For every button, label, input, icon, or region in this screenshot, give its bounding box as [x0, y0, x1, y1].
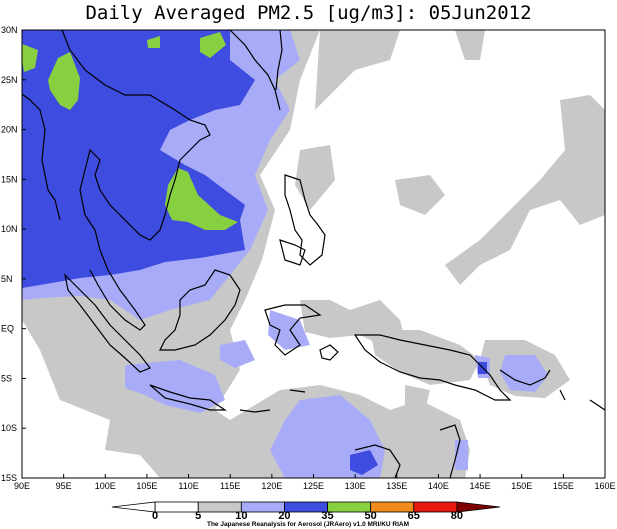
lon-tick-label: 90E: [14, 481, 30, 491]
colorbar-level-label: 50: [365, 510, 377, 522]
lat-tick-label: 25N: [1, 75, 18, 85]
colorbar-level-label: 0: [152, 510, 158, 522]
lon-tick-label: 120E: [261, 481, 282, 491]
lon-tick-label: 160E: [594, 481, 615, 491]
colorbar-level-label: 20: [278, 510, 290, 522]
lon-tick-label: 95E: [56, 481, 72, 491]
lat-tick-label: 10N: [1, 224, 18, 234]
lat-tick-label: 15N: [1, 174, 18, 184]
colorbar-level-label: 10: [235, 510, 247, 522]
pm25-field: [22, 30, 605, 478]
lon-tick-label: 100E: [95, 481, 116, 491]
lat-tick-label: 30N: [1, 25, 18, 35]
credit-text: The Japanese Reanalysis for Aerosol (JRA…: [207, 521, 409, 528]
lon-tick-label: 140E: [428, 481, 449, 491]
lat-tick-label: 20N: [1, 125, 18, 135]
latitude-axis: 30N 25N 20N 15N 10N 5N EQ 5S 10S 15S: [1, 25, 26, 483]
lat-tick-label: 15S: [1, 473, 17, 483]
pm25-green-contours: [22, 32, 238, 230]
colorbar-swatch: [111, 501, 156, 513]
lon-tick-label: 125E: [303, 481, 324, 491]
lon-tick-label: 150E: [511, 481, 532, 491]
lon-tick-label: 145E: [470, 481, 491, 491]
map-title: Daily Averaged PM2.5 [ug/m3]: 05Jun2012: [85, 2, 532, 24]
longitude-axis: 90E 95E 100E 105E 110E 115E 120E 125E 130E 135E 14…: [14, 474, 616, 491]
lat-tick-label: EQ: [1, 324, 14, 334]
lat-tick-label: 10S: [1, 423, 17, 433]
lon-tick-label: 110E: [178, 481, 198, 491]
colorbar-level-label: 35: [321, 510, 333, 522]
lon-tick-label: 155E: [553, 481, 574, 491]
lon-tick-label: 115E: [220, 481, 240, 491]
lon-tick-label: 130E: [345, 481, 366, 491]
colorbar-swatch: [154, 501, 199, 513]
colorbar-swatch: [456, 501, 501, 513]
coastlines: [22, 30, 605, 478]
colorbar-level-label: 80: [451, 510, 463, 522]
colorbar-level-label: 5: [195, 510, 201, 522]
colorbar-legend: 0 5 10 20 35 50 65 80: [111, 501, 501, 522]
lon-tick-label: 105E: [136, 481, 157, 491]
colorbar-level-label: 65: [408, 510, 420, 522]
lon-tick-label: 135E: [386, 481, 407, 491]
lat-tick-label: 5S: [1, 373, 12, 383]
lat-tick-label: 5N: [1, 274, 13, 284]
